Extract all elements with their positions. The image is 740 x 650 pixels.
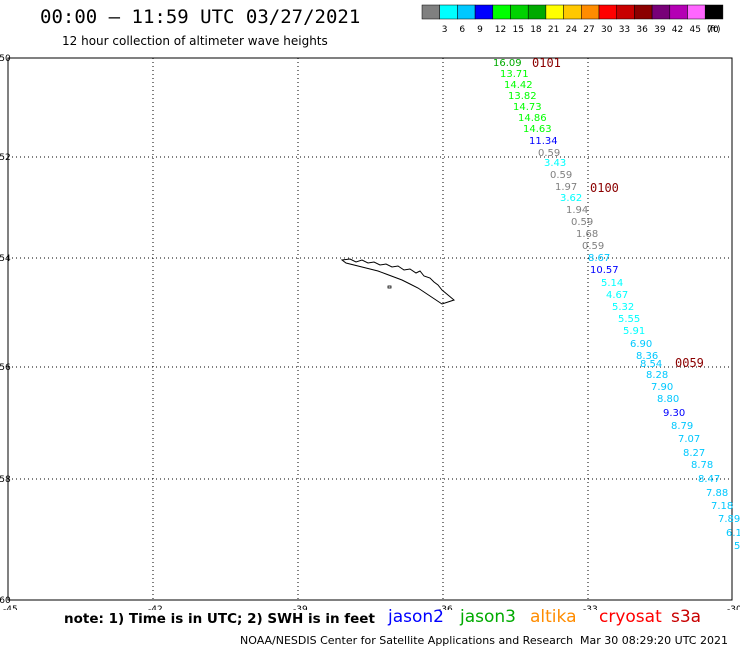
wave-height-label: 11.34 xyxy=(529,136,558,147)
credit-line: NOAA/NESDIS Center for Satellite Applica… xyxy=(240,634,574,647)
wave-height-label: 13.82 xyxy=(508,91,537,102)
wave-height-label: 8.27 xyxy=(683,448,705,459)
wave-height-label: 5.55 xyxy=(618,314,640,325)
scale-unit-label: (ft) xyxy=(707,25,721,35)
latitude-label: -52 xyxy=(0,153,11,163)
wave-height-label: 5 xyxy=(734,541,740,552)
wave-height-label: 14.63 xyxy=(523,124,552,135)
wave-height-label: 1.97 xyxy=(555,182,577,193)
scale-tick-label: 21 xyxy=(548,25,559,35)
wave-height-label: 8.78 xyxy=(691,460,713,471)
wave-height-label: 8.54 xyxy=(640,359,662,370)
satellite-legend-s3a: s3a xyxy=(671,607,702,627)
latitude-label: -56 xyxy=(0,363,11,373)
satellite-legend-jason2: jason2 xyxy=(388,607,444,627)
wave-height-label: 7.07 xyxy=(678,434,700,445)
credit-timestamp: Mar 30 08:29:20 UTC 2021 xyxy=(580,634,728,647)
wave-height-label: 8.36 xyxy=(636,351,658,362)
wave-height-label: 4.67 xyxy=(606,290,628,301)
scale-swatch xyxy=(704,4,724,20)
wave-height-label: 9.30 xyxy=(663,408,685,419)
wave-height-label: 14.73 xyxy=(513,102,542,113)
scale-tick-label: 12 xyxy=(495,25,506,35)
longitude-label: -36 xyxy=(438,605,453,610)
wave-height-label: 0.59 xyxy=(582,241,604,252)
wave-height-label: 6.1 xyxy=(726,528,740,539)
pass-time-label: 0101 xyxy=(532,56,561,70)
wave-height-label: 6.90 xyxy=(630,339,652,350)
wave-height-label: 8.80 xyxy=(657,394,679,405)
scale-tick-label: 15 xyxy=(513,25,524,35)
scale-tick-label: 18 xyxy=(530,25,542,35)
scale-tick-label: 9 xyxy=(477,25,483,35)
wave-height-label: 8.79 xyxy=(671,421,693,432)
scale-tick-label: 45 xyxy=(690,25,701,35)
wave-height-label: 8.28 xyxy=(646,370,668,381)
scale-tick-label: 36 xyxy=(636,25,648,35)
wave-height-label: 5.32 xyxy=(612,302,634,313)
pass-time-label: 0059 xyxy=(675,356,704,370)
wave-height-label: 0.59 xyxy=(550,170,572,181)
map-panel: -45 -42 -39 -36 -33 -30 -50 -52 -54 -56 -58 -60 16.0… xyxy=(0,54,740,610)
scale-tick-label: 30 xyxy=(601,25,613,35)
wave-height-label: 7.88 xyxy=(706,488,728,499)
wave-height-label: 1.94 xyxy=(566,205,588,216)
wave-height-label: 0.59 xyxy=(571,217,593,228)
longitude-label: -33 xyxy=(583,605,598,610)
scale-tick-label: 27 xyxy=(583,25,594,35)
wave-height-label: 8.47 xyxy=(698,474,720,485)
units-note: note: 1) Time is in UTC; 2) SWH is in fe… xyxy=(64,611,375,627)
scale-tick-label: 70 xyxy=(707,25,719,35)
map-frame xyxy=(7,57,733,601)
islet-outline xyxy=(387,285,392,289)
wave-height-label: 16.09 xyxy=(493,58,522,69)
page-title: 00:00 – 11:59 UTC 03/27/2021 xyxy=(40,6,361,28)
wave-height-label: 5.14 xyxy=(601,278,623,289)
wave-height-label: 5.91 xyxy=(623,326,645,337)
wave-height-label: 3.62 xyxy=(560,193,582,204)
longitude-label: -42 xyxy=(148,605,163,610)
wave-height-label: 10.57 xyxy=(590,265,619,276)
wave-height-label: 8.67 xyxy=(588,253,610,264)
scale-tick-label: 39 xyxy=(654,25,666,35)
color-scale-legend: 3 6 9 12 15 18 21 24 27 30 33 36 39 42 45 70(ft) xyxy=(421,4,724,35)
longitude-label: -30 xyxy=(727,605,740,610)
satellite-legend-jason3: jason3 xyxy=(460,607,516,627)
longitude-label: -45 xyxy=(3,605,18,610)
latitude-label: -50 xyxy=(0,54,11,64)
wave-height-label: 0.59 xyxy=(538,148,560,159)
latitude-label: -60 xyxy=(0,596,11,606)
island-coastline xyxy=(340,258,456,305)
wave-height-label: 14.86 xyxy=(518,113,547,124)
scale-tick-label: 24 xyxy=(566,25,578,35)
satellite-legend-cryosat: cryosat xyxy=(599,607,662,627)
scale-tick-label: 6 xyxy=(459,25,465,35)
longitude-label: -39 xyxy=(293,605,308,610)
wave-height-label: 7.89 xyxy=(718,514,740,525)
pass-time-label: 0100 xyxy=(590,181,619,195)
wave-height-label: 14.42 xyxy=(504,80,533,91)
page-subtitle: 12 hour collection of altimeter wave hei… xyxy=(62,34,328,48)
wave-height-label: 7.18 xyxy=(711,501,733,512)
satellite-legend-altika: altika xyxy=(530,607,577,627)
scale-tick-label: 3 xyxy=(442,25,448,35)
latitude-label: -54 xyxy=(0,254,11,264)
wave-height-label: 1.68 xyxy=(576,229,598,240)
scale-tick-label: 42 xyxy=(672,25,683,35)
wave-height-label: 3.43 xyxy=(544,158,566,169)
wave-height-label: 7.90 xyxy=(651,382,673,393)
wave-height-label: 13.71 xyxy=(500,69,529,80)
scale-tick-label: 33 xyxy=(619,25,630,35)
latitude-label: -58 xyxy=(0,475,11,485)
